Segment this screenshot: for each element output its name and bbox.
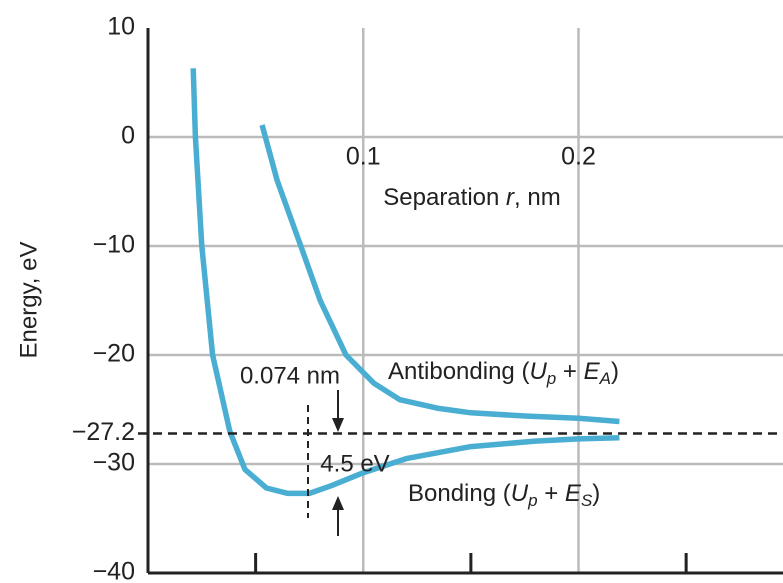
x-label-part: , nm (514, 184, 561, 211)
annotation: 0.074 nm (240, 362, 340, 389)
reference-label: −27.2 (72, 418, 135, 446)
x-label-part: Separation (383, 184, 506, 211)
y-tick-label: −30 (93, 449, 135, 477)
y-tick-label: −20 (93, 340, 135, 368)
label-part: U (529, 358, 547, 385)
label-part: Antibonding ( (388, 358, 529, 385)
label-part: p (546, 369, 556, 388)
label-part: E (584, 358, 601, 385)
y-axis-label: Energy, eV (15, 242, 42, 359)
x-tick-label: 0.2 (561, 143, 596, 171)
arrow-head (332, 496, 344, 510)
label-part: p (527, 491, 537, 510)
y-tick-label: 0 (121, 122, 135, 150)
y-tick-label: 10 (107, 13, 135, 41)
arrow-head (332, 418, 344, 432)
label-part: + (556, 358, 583, 385)
y-tick-label: −10 (93, 231, 135, 259)
label-part: Bonding ( (408, 480, 511, 507)
label-part: E (565, 480, 582, 507)
label-part: S (581, 491, 593, 510)
label-part: ) (592, 480, 600, 507)
y-tick-label: −40 (93, 558, 135, 583)
series-line (190, 68, 620, 497)
series-line (259, 124, 620, 425)
label-part: U (511, 480, 529, 507)
x-tick-label: 0.1 (346, 143, 381, 171)
x-axis-label: Separation r, nm (383, 184, 560, 211)
annotation: 4.5 eV (320, 450, 389, 477)
x-label-part: r (506, 184, 515, 211)
label-part: A (599, 369, 611, 388)
label-part: + (538, 480, 565, 507)
label-part: ) (611, 358, 619, 385)
series-label: Antibonding (Up + EA) (388, 358, 619, 388)
series-label: Bonding (Up + ES) (408, 480, 600, 510)
